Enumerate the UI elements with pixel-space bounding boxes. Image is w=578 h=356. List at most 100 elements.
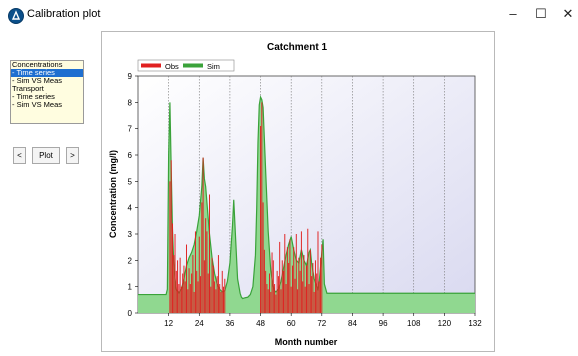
obs-bar [265,270,267,313]
obs-bar [202,157,204,313]
obs-bar [180,286,182,313]
obs-bar [298,257,300,313]
obs-bar [174,234,176,313]
x-tick-label: 60 [287,319,296,328]
obs-bar [214,281,216,313]
list-item-concentrations[interactable]: Concentrations [12,60,63,69]
obs-bar [196,270,198,313]
obs-bar [283,270,284,313]
sim-line [138,95,475,300]
obs-bar [215,289,217,313]
y-tick-label: 4 [128,204,133,213]
obs-bar [261,102,263,313]
obs-bar [207,273,209,313]
obs-bar [206,231,208,313]
obs-bar [260,126,262,313]
obs-bar [317,231,319,313]
x-tick-label: 84 [348,319,357,328]
obs-bar [307,228,309,313]
obs-bar [271,252,273,313]
obs-bar [175,270,177,313]
obs-bar [289,239,291,313]
obs-bar [263,249,265,313]
list-item-trans-sim-vs-meas[interactable]: - Sim VS Meas [12,100,63,109]
next-button[interactable]: > [66,147,79,164]
x-axis-label: Month number [275,337,338,347]
obs-bar [200,276,202,313]
list-item-conc-time-series[interactable]: - Time series [11,69,83,77]
obs-bar [313,291,315,313]
obs-bar [295,234,297,313]
obs-bar [217,255,219,313]
obs-bar [178,284,180,313]
window-title: Calibration plot [27,8,101,20]
obs-bar [318,281,320,313]
x-tick-label: 24 [195,319,204,328]
x-axis: 12 24 36 48 60 72 84 96 108 120 132 [164,313,482,328]
y-tick-label: 2 [128,256,133,265]
obs-bar [205,218,207,313]
obs-bar [288,262,290,313]
plot-button[interactable]: Plot [32,147,60,164]
obs-bar [193,291,195,313]
x-tick-label: 48 [256,319,265,328]
obs-bar [177,260,179,313]
x-tick-label: 12 [164,319,173,328]
obs-bar [194,231,196,313]
legend-sim-label: Sim [207,62,220,71]
x-tick-label: 96 [379,319,388,328]
obs-bar [303,255,305,313]
maximize-button[interactable]: ☐ [535,6,547,21]
legend-obs-label: Obs [165,62,179,71]
x-tick-label: 120 [438,319,452,328]
obs-bar [191,273,193,313]
obs-bar [262,202,264,313]
obs-bar [286,247,288,313]
obs-bar [182,273,184,313]
obs-bar [299,270,301,313]
obs-bar [183,265,185,313]
obs-bar [280,289,282,313]
obs-bar [277,276,279,313]
obs-bar [210,286,212,313]
obs-bar [179,257,181,313]
app-logo-icon [8,8,24,24]
obs-bar [186,244,187,313]
obs-bar [306,265,307,313]
list-item-trans-time-series[interactable]: - Time series [12,92,55,101]
obs-bar [321,244,323,313]
obs-bar [266,284,268,313]
obs-bar [224,278,226,313]
y-tick-label: 7 [128,125,133,134]
chart-legend: Obs Sim [137,59,235,72]
obs-bar [198,236,200,313]
obs-bar [297,289,299,313]
obs-bar [293,247,295,313]
obs-bar [279,241,281,313]
y-tick-label: 6 [128,151,133,160]
list-item-conc-sim-vs-meas[interactable]: - Sim VS Meas [12,76,63,85]
previous-button[interactable]: < [13,147,26,164]
obs-bar [216,276,218,313]
minimize-button[interactable]: – [509,6,517,21]
obs-bar [212,265,214,313]
obs-bar [184,281,186,313]
legend-sim-swatch [183,63,203,68]
obs-bar [220,291,222,313]
obs-bar [170,160,172,313]
chart-title: Catchment 1 [267,42,327,53]
obs-bar [189,284,191,313]
x-tick-label: 36 [225,319,234,328]
y-tick-label: 1 [128,283,133,292]
obs-bar [276,270,278,313]
obs-bar [274,284,276,313]
y-tick-label: 0 [128,309,133,318]
close-button[interactable]: ✕ [562,6,574,21]
plot-type-list[interactable]: Concentrations - Time series - Sim VS Me… [10,60,84,124]
list-item-transport[interactable]: Transport [12,84,44,93]
obs-bar [291,265,293,313]
obs-bar [201,202,203,313]
title-bar: Calibration plot – ☐ ✕ [0,0,578,30]
obs-bar [203,260,205,313]
obs-bar [314,260,316,313]
